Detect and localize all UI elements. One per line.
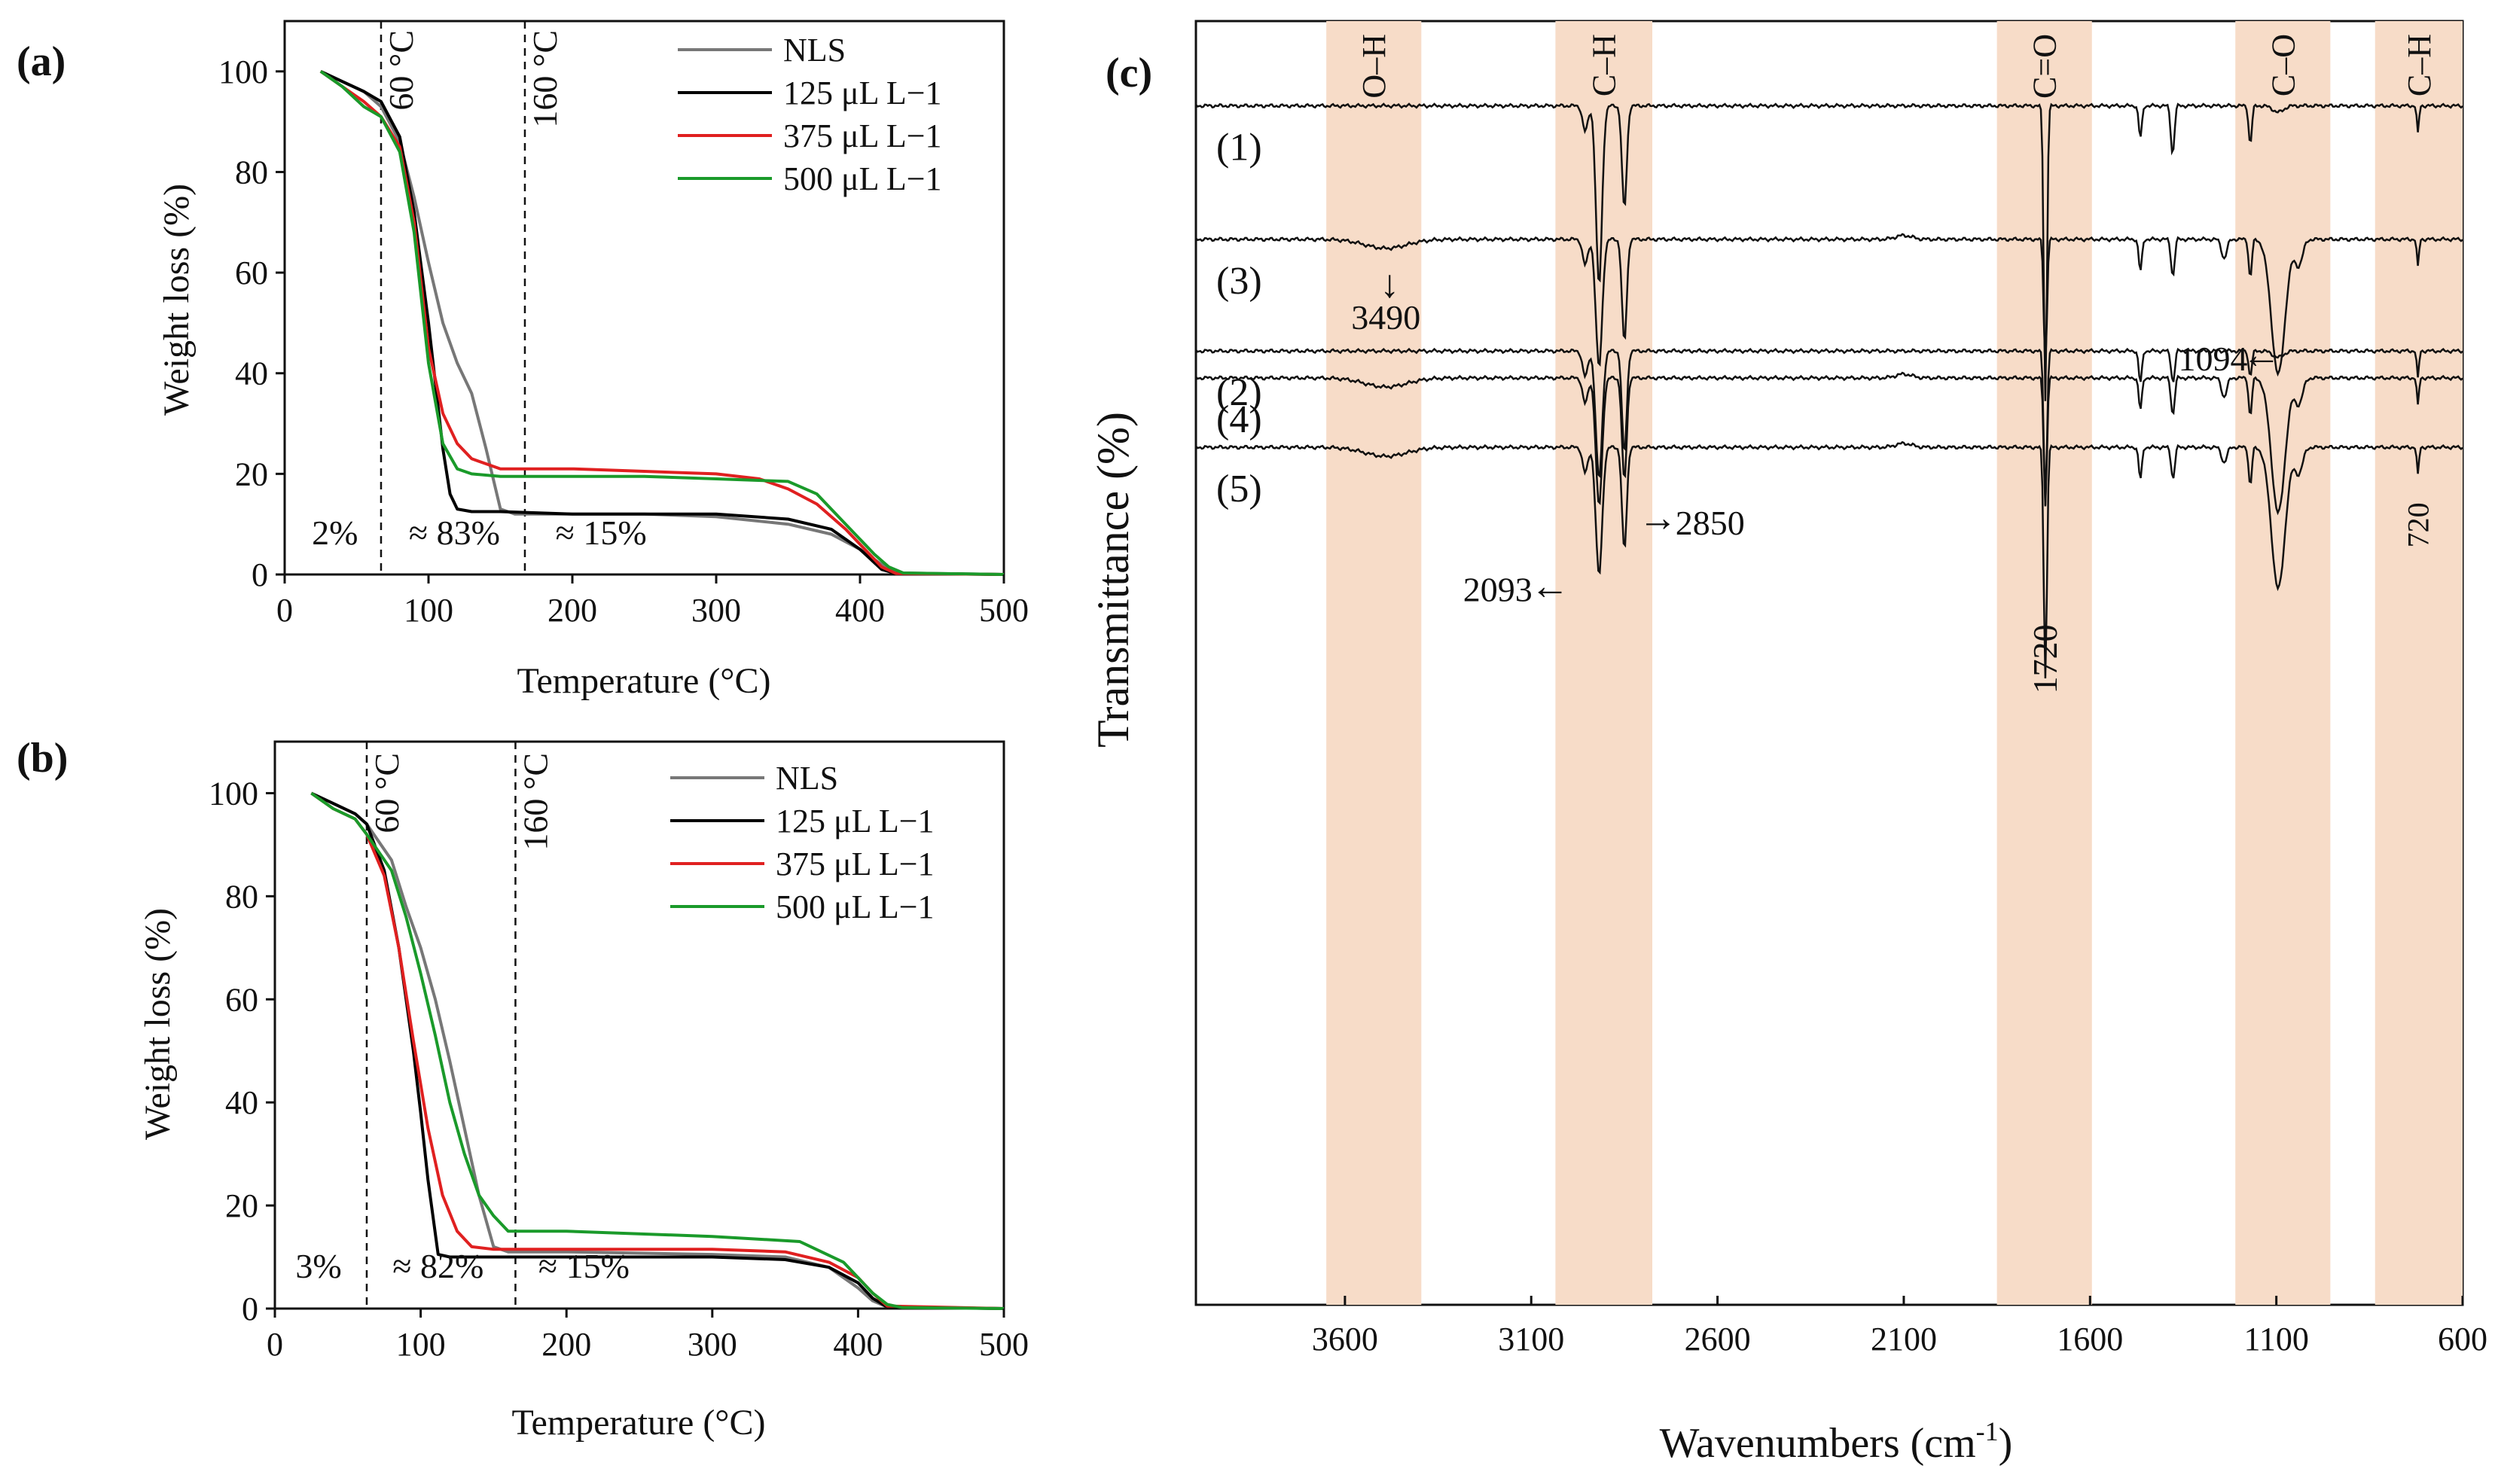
- y-tick-label: 100: [209, 775, 258, 812]
- spectrum-line-5: [1195, 440, 2463, 679]
- threshold-label: 160 °C: [526, 30, 564, 128]
- legend-label: NLS: [776, 760, 838, 797]
- band-label: O–H: [1356, 34, 1392, 99]
- y-tick-label: 100: [218, 53, 268, 90]
- legend-label: 375 μL L−1: [776, 846, 935, 882]
- spectrum-label: (4): [1216, 398, 1262, 441]
- series-line-1: [319, 69, 1005, 576]
- x-tick-label: 0: [276, 592, 293, 629]
- threshold-label: 160 °C: [516, 753, 554, 851]
- panel-label-a: (a): [17, 38, 66, 85]
- peak-label: 720: [2402, 502, 2436, 547]
- peak-label: 2850: [1676, 504, 1745, 542]
- y-tick-label: 20: [235, 456, 268, 492]
- peak-label: 1720: [2026, 624, 2064, 693]
- spectrum-label: (1): [1216, 126, 1262, 169]
- legend-label: NLS: [783, 32, 846, 69]
- band-highlight: [2375, 21, 2463, 1305]
- arrow-left-icon: ←: [1530, 565, 1569, 608]
- band-highlight: [2235, 21, 2331, 1305]
- band-label: C–O: [2265, 34, 2301, 96]
- x-tick-label: 1600: [2057, 1321, 2123, 1358]
- y-tick-label: 60: [235, 254, 268, 291]
- panel-label-b: (b): [17, 735, 68, 782]
- y-tick-label: 0: [242, 1291, 258, 1327]
- band-highlight: [1555, 21, 1653, 1305]
- plot-frame-b: [273, 740, 1005, 1310]
- x-tick-label: 100: [396, 1326, 446, 1363]
- panel-a: (a) 60 °C 160 °C 0 100 200 300 400 500 0 20 40 60 8…: [17, 20, 1029, 701]
- arrow-right-icon: →: [1638, 497, 1677, 540]
- x-tick-label: 300: [688, 1326, 737, 1363]
- y-axis-title-c: Transmittance (%): [1088, 412, 1138, 748]
- threshold-label: 60 °C: [368, 753, 406, 833]
- region-label: ≈ 82%: [392, 1247, 483, 1285]
- x-tick-label: 500: [979, 1326, 1029, 1363]
- region-label: ≈ 83%: [409, 513, 500, 552]
- threshold-label: 60 °C: [382, 30, 420, 111]
- panel-b: (b) 60 °C 160 °C 0 100 200 300 400 500 0 20 40 60 8…: [17, 735, 1029, 1443]
- spectrum-label: (2): [1216, 371, 1262, 414]
- series-line-3: [319, 70, 1005, 576]
- region-label: ≈ 15%: [556, 513, 647, 552]
- spectrum-line-4: [1195, 371, 2463, 516]
- y-tick-label: 40: [225, 1084, 258, 1121]
- x-axis-title-b: Temperature (°C): [511, 1403, 765, 1443]
- spectrum-line-3: [1195, 233, 2463, 377]
- y-tick-label: 0: [252, 556, 268, 593]
- y-axis-title-b: Weight loss (%): [138, 908, 178, 1140]
- y-tick-label: 60: [225, 981, 258, 1018]
- x-axis-title-c: Wavenumbers (cm-1): [1660, 1416, 2013, 1467]
- y-tick-label: 20: [225, 1187, 258, 1224]
- peak-label: 1094: [2179, 340, 2248, 378]
- band-label: C=O: [2027, 34, 2063, 99]
- panel-label-c: (c): [1106, 50, 1152, 96]
- band-highlight: [1326, 21, 1422, 1305]
- y-tick-label: 80: [225, 878, 258, 915]
- x-tick-label: 2100: [1871, 1321, 1937, 1358]
- x-tick-label: 200: [547, 592, 597, 629]
- spectrum-line-2: [1195, 347, 2463, 505]
- band-label: C–H: [1586, 34, 1623, 96]
- x-tick-label: 400: [835, 592, 885, 629]
- x-tick-label: 3100: [1498, 1321, 1564, 1358]
- band-label: C–H: [2401, 34, 2438, 96]
- peak-label: 2093: [1463, 571, 1533, 609]
- x-tick-label: 1100: [2243, 1321, 2308, 1358]
- x-tick-label: 2600: [1685, 1321, 1751, 1358]
- y-axis-title-a: Weight loss (%): [157, 184, 197, 416]
- arrow-left-icon: ←: [2242, 334, 2281, 376]
- plot-frame-a: [283, 20, 1005, 576]
- series-line-1: [310, 791, 1005, 1310]
- region-label: 3%: [295, 1247, 341, 1285]
- x-tick-label: 3600: [1312, 1321, 1378, 1358]
- region-label: 2%: [312, 513, 358, 552]
- series-line-3: [310, 791, 1005, 1310]
- legend-label: 125 μL L−1: [783, 75, 942, 111]
- spectrum-label: (5): [1216, 468, 1262, 510]
- x-axis-title-a: Temperature (°C): [517, 661, 770, 701]
- x-tick-label: 100: [404, 592, 453, 629]
- peak-label: 3490: [1351, 298, 1420, 337]
- legend-label: 375 μL L−1: [783, 117, 942, 154]
- panel-c: (c) O–H C–H C=O C–O C–H (5) (4) (3) (2) (1) 3600…: [1088, 20, 2487, 1467]
- x-tick-label: 0: [267, 1326, 283, 1363]
- region-label: ≈ 15%: [538, 1247, 630, 1285]
- x-tick-label: 600: [2438, 1321, 2487, 1358]
- spectrum-line-1: [1195, 102, 2463, 401]
- legend-label: 500 μL L−1: [776, 888, 935, 925]
- legend-label: 500 μL L−1: [783, 160, 942, 197]
- arrow-down-icon: ↓: [1380, 264, 1399, 306]
- legend-label: 125 μL L−1: [776, 803, 935, 840]
- x-tick-label: 300: [691, 592, 741, 629]
- x-tick-label: 400: [833, 1326, 883, 1363]
- y-tick-label: 40: [235, 355, 268, 392]
- x-tick-label: 200: [541, 1326, 591, 1363]
- y-tick-label: 80: [235, 154, 268, 190]
- x-tick-label: 500: [979, 592, 1029, 629]
- spectrum-label: (3): [1216, 260, 1262, 303]
